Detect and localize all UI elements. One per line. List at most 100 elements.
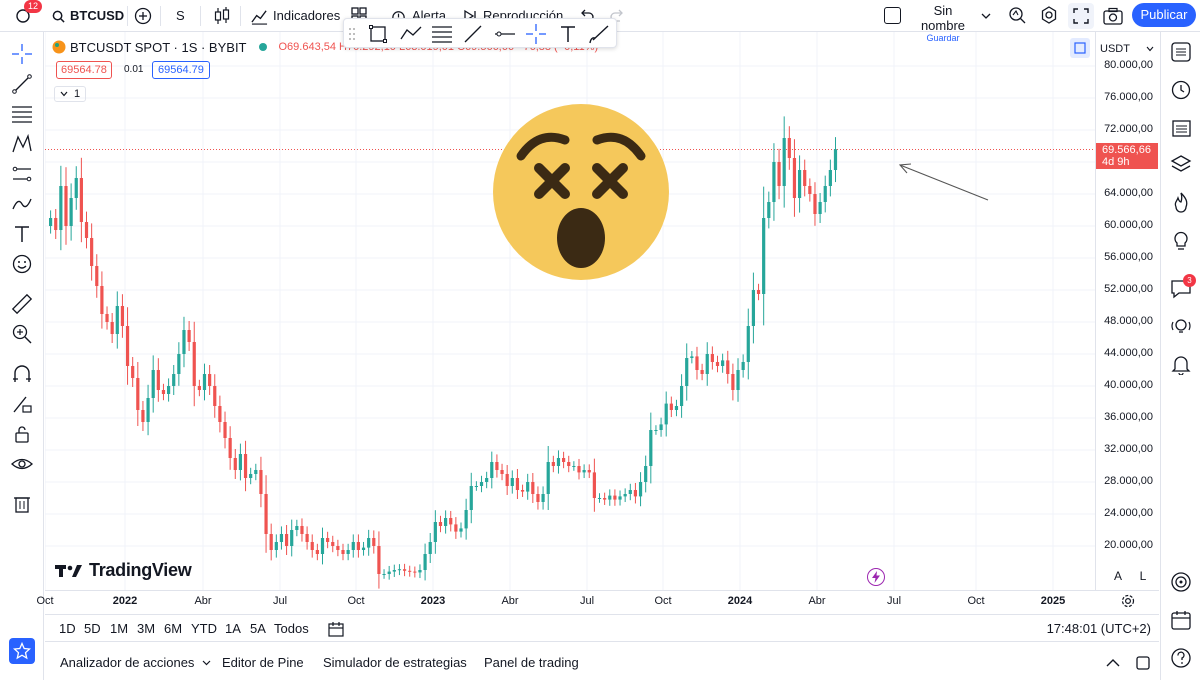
help-button[interactable] — [1169, 646, 1193, 670]
emoji-tool[interactable] — [10, 252, 34, 276]
fib-tool[interactable] — [10, 102, 34, 126]
hide-drawings-tool[interactable] — [10, 452, 34, 476]
bar-countdown: 4d 9h — [1102, 156, 1130, 169]
candle-body — [664, 403, 668, 425]
notifications-button[interactable] — [1169, 352, 1193, 376]
publish-button[interactable]: Publicar — [1132, 3, 1196, 27]
sell-price-button[interactable]: 69564.78 — [56, 61, 112, 79]
legend-collapse-button[interactable]: 1 — [54, 86, 87, 102]
range-button-3m[interactable]: 3M — [137, 621, 156, 636]
rectangle-tool[interactable] — [367, 23, 389, 45]
streams-button[interactable] — [1169, 314, 1193, 338]
auto-scale-toggle[interactable]: A — [1113, 569, 1122, 583]
layout-name-button[interactable]: Sin nombre Guardar — [910, 3, 976, 43]
remove-drawings-tool[interactable] — [10, 492, 34, 516]
text-tool[interactable] — [10, 222, 34, 246]
brush-tool[interactable] — [588, 23, 610, 45]
candle-body — [120, 306, 125, 326]
maximize-panel-button[interactable] — [1135, 655, 1151, 671]
right-widget-bar: 3 — [1160, 32, 1200, 680]
stay-drawing-tool[interactable] — [10, 392, 34, 416]
text-tool[interactable] — [557, 23, 579, 45]
trendline-tool[interactable] — [462, 23, 484, 45]
layout-checkbox[interactable] — [884, 7, 901, 24]
range-button-5d[interactable]: 5D — [84, 621, 101, 636]
candle-body — [331, 542, 335, 546]
fullscreen-button[interactable] — [1068, 3, 1094, 29]
cross-line-tool[interactable] — [525, 23, 547, 45]
candle-body — [418, 570, 422, 573]
annotation-arrow — [898, 163, 989, 201]
timezone-clock[interactable]: 17:48:01 (UTC+2) — [1046, 621, 1151, 636]
event-bolt-icon[interactable] — [867, 568, 885, 586]
candle-body — [320, 538, 325, 554]
zoom-tool[interactable] — [10, 322, 34, 346]
compare-add-button[interactable] — [133, 6, 153, 26]
notification-badge: 12 — [24, 0, 42, 13]
price-label: 48.000,00 — [1104, 315, 1153, 327]
tab-stock-screener[interactable]: Analizador de acciones — [60, 655, 211, 670]
collapse-panel-button[interactable] — [1105, 655, 1121, 671]
range-button-1m[interactable]: 1M — [110, 621, 129, 636]
alerts-button[interactable] — [1169, 78, 1193, 102]
indicators-button[interactable]: Indicadores — [251, 6, 340, 26]
target-button[interactable] — [1169, 570, 1193, 594]
buy-price-button[interactable]: 69564.79 — [152, 61, 210, 79]
object-tree-button[interactable] — [1169, 152, 1193, 176]
settings-button[interactable] — [1039, 5, 1061, 27]
tab-strategy-tester[interactable]: Simulador de estrategias — [323, 655, 467, 670]
chat-badge: 3 — [1183, 274, 1196, 287]
symbol-search[interactable]: BTCUSD — [52, 6, 124, 26]
news-button[interactable] — [1169, 116, 1193, 140]
horizontal-ray-tool[interactable] — [494, 23, 516, 45]
snapshot-button[interactable] — [1102, 5, 1124, 27]
brush-tool[interactable] — [10, 192, 34, 216]
candle-body — [397, 569, 402, 571]
ideas-button[interactable] — [1169, 228, 1193, 252]
tab-pine-editor[interactable]: Editor de Pine — [222, 655, 304, 670]
hotlists-button[interactable] — [1169, 190, 1193, 214]
user-menu-icon[interactable] — [14, 7, 32, 25]
lock-drawings-tool[interactable] — [10, 422, 34, 446]
chevron-down-icon[interactable] — [980, 9, 992, 21]
tradingview-watermark[interactable]: TradingView — [55, 560, 192, 581]
candle-body — [387, 571, 391, 574]
scale-settings-button[interactable] — [1070, 38, 1090, 58]
crosshair-tool[interactable] — [10, 42, 34, 66]
tab-trading-panel[interactable]: Panel de trading — [484, 655, 579, 670]
range-button-todos[interactable]: Todos — [274, 621, 309, 636]
favorites-button[interactable] — [9, 638, 35, 664]
time-axis[interactable]: Oct 2022 Abr Jul Oct 2023 Abr Jul Oct 2024 Abr Jul O… — [36, 590, 1159, 612]
trendline-tool[interactable] — [10, 72, 34, 96]
candle-body — [828, 170, 832, 186]
fib-retracement-tool[interactable] — [431, 23, 453, 45]
candle-body — [577, 466, 581, 473]
price-label: 20.000,00 — [1104, 539, 1153, 551]
interval-button[interactable]: S — [176, 8, 185, 23]
pattern-tool[interactable] — [10, 132, 34, 156]
path-tool[interactable] — [400, 23, 422, 45]
go-to-date-button[interactable] — [327, 620, 345, 638]
projection-tool[interactable] — [10, 162, 34, 186]
candlestick-chart[interactable] — [45, 32, 1095, 590]
drag-handle-icon[interactable] — [346, 23, 358, 45]
chart-pane[interactable]: TradingView A — [45, 32, 1122, 590]
range-button-1d[interactable]: 1D — [59, 621, 76, 636]
candle-body — [710, 354, 714, 362]
currency-select[interactable]: USDT — [1100, 40, 1158, 58]
range-button-5a[interactable]: 5A — [250, 621, 266, 636]
quick-search-button[interactable] — [1007, 5, 1029, 27]
price-scale[interactable]: USDT 80.000,0076.000,0072.000,0068.000,0… — [1095, 32, 1159, 590]
calendar-button[interactable] — [1169, 608, 1193, 632]
candle-body — [84, 222, 89, 238]
range-button-ytd[interactable]: YTD — [191, 621, 217, 636]
range-button-6m[interactable]: 6M — [164, 621, 183, 636]
magnet-tool[interactable] — [10, 362, 34, 386]
candles-type-button[interactable] — [212, 5, 232, 27]
candle-body — [382, 574, 386, 575]
time-axis-settings-button[interactable] — [1120, 593, 1136, 609]
range-button-1a[interactable]: 1A — [225, 621, 241, 636]
log-scale-toggle[interactable]: L — [1139, 569, 1147, 583]
watchlist-button[interactable] — [1169, 40, 1193, 64]
measure-tool[interactable] — [10, 292, 34, 316]
